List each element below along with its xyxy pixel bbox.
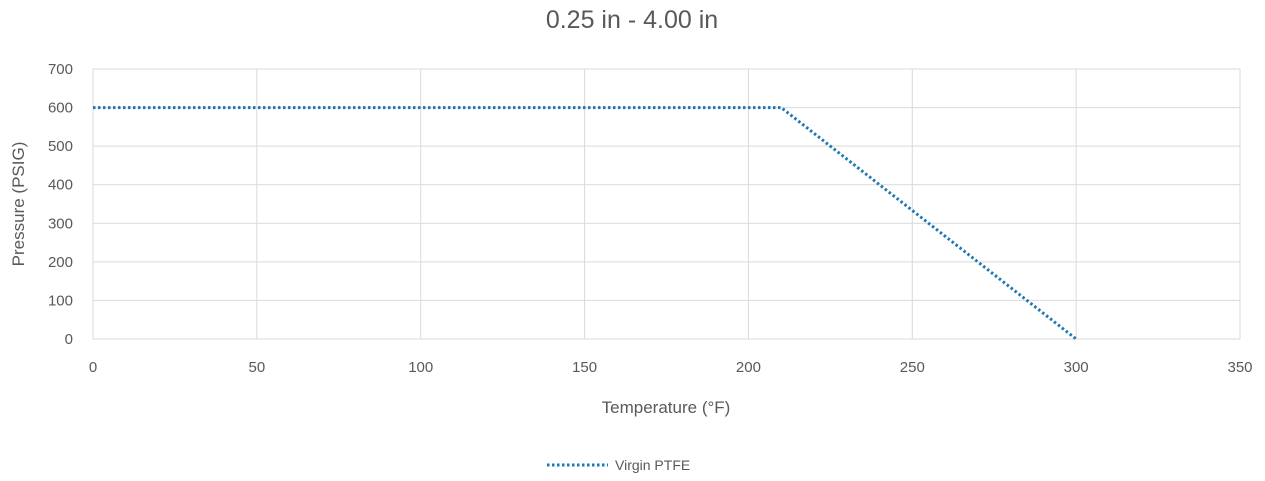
y-tick-label-400: 400 <box>48 177 73 194</box>
x-tick-label-300: 300 <box>1064 359 1089 376</box>
legend: Virgin PTFE <box>547 457 690 473</box>
gridlines <box>92 68 1241 340</box>
y-tick-label-700: 700 <box>48 61 73 78</box>
y-tick-label-300: 300 <box>48 215 73 232</box>
y-tick-label-600: 600 <box>48 100 73 117</box>
x-tick-label-150: 150 <box>572 359 597 376</box>
y-tick-labels: 0 100 200 300 400 500 600 700 <box>48 61 73 348</box>
chart-title: 0.25 in - 4.00 in <box>546 6 718 34</box>
x-tick-label-200: 200 <box>736 359 761 376</box>
y-axis-title: Pressure (PSIG) <box>9 142 28 267</box>
x-tick-label-250: 250 <box>900 359 925 376</box>
x-tick-label-50: 50 <box>249 359 266 376</box>
x-axis-title: Temperature (°F) <box>602 398 731 417</box>
x-tick-labels: 0 50 100 150 200 250 300 350 <box>89 359 1253 376</box>
x-tick-label-350: 350 <box>1227 359 1252 376</box>
y-tick-label-200: 200 <box>48 254 73 271</box>
y-tick-label-0: 0 <box>65 331 73 348</box>
y-tick-label-100: 100 <box>48 292 73 309</box>
y-tick-label-500: 500 <box>48 138 73 155</box>
x-tick-label-100: 100 <box>408 359 433 376</box>
x-tick-label-0: 0 <box>89 359 97 376</box>
legend-label-virgin-ptfe: Virgin PTFE <box>615 457 690 473</box>
